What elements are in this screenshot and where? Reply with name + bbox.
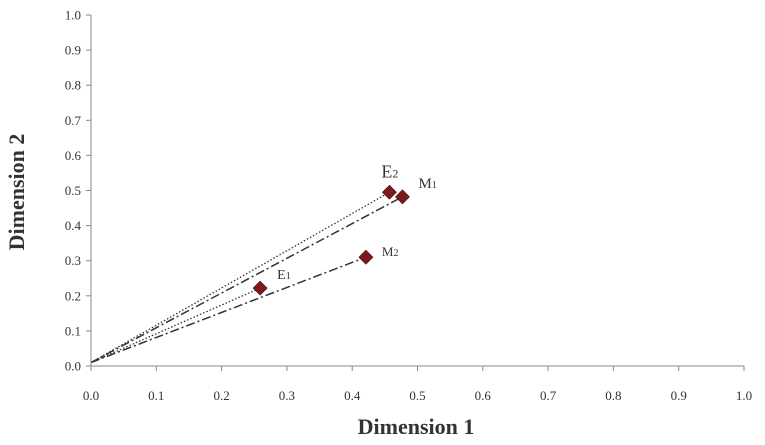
y-tick-label: 0.7 [65, 113, 82, 128]
y-tick-label: 0.9 [65, 43, 81, 58]
y-tick-label: 0.6 [65, 148, 82, 163]
connector-line-e2 [90, 191, 390, 364]
x-tick-label: 0.2 [213, 388, 229, 403]
axes: 0.0 0.1 0.2 0.3 0.4 0.5 0.6 0.7 0.8 0.9 1.0 0.0 0.1 0… [65, 8, 752, 404]
y-tick-label: 0.8 [65, 78, 81, 93]
point-m2 [358, 249, 374, 265]
x-tick-label: 1.0 [736, 388, 752, 403]
y-tick-label: 1.0 [65, 8, 81, 23]
x-axis-title: Dimension 1 [358, 414, 475, 439]
connector-line-m2 [90, 256, 367, 364]
x-tick-label: 0.0 [83, 388, 99, 403]
point-label-e2: E2 [381, 161, 398, 181]
x-tick-label: 0.8 [605, 388, 621, 403]
x-tick-label: 0.4 [344, 388, 361, 403]
connector-lines [90, 191, 403, 364]
point-e2 [381, 184, 397, 200]
y-tick-label: 0.0 [65, 359, 81, 374]
point-label-m1: M1 [418, 176, 436, 192]
point-m1 [395, 189, 410, 205]
point-labels: E2 M1 M2 E1 [277, 161, 437, 283]
connector-line-m1 [90, 196, 403, 364]
point-label-e1: E1 [277, 268, 291, 283]
x-tick-label: 0.3 [279, 388, 295, 403]
x-tick-label: 0.6 [475, 388, 492, 403]
y-tick-label: 0.2 [65, 288, 81, 303]
x-tick-label: 0.5 [409, 388, 425, 403]
x-tick-label: 0.9 [671, 388, 687, 403]
y-tick-label: 0.3 [65, 253, 81, 268]
x-tick-label: 0.7 [540, 388, 557, 403]
point-e1 [252, 280, 268, 296]
data-points [252, 184, 410, 296]
x-tick-label: 0.1 [148, 388, 164, 403]
y-axis-title: Dimension 2 [4, 134, 29, 251]
connector-line-e1 [90, 287, 261, 364]
y-tick-label: 0.1 [65, 323, 81, 338]
point-label-m2: M2 [382, 244, 399, 259]
y-tick-label: 0.4 [65, 218, 82, 233]
y-tick-label: 0.5 [65, 183, 81, 198]
